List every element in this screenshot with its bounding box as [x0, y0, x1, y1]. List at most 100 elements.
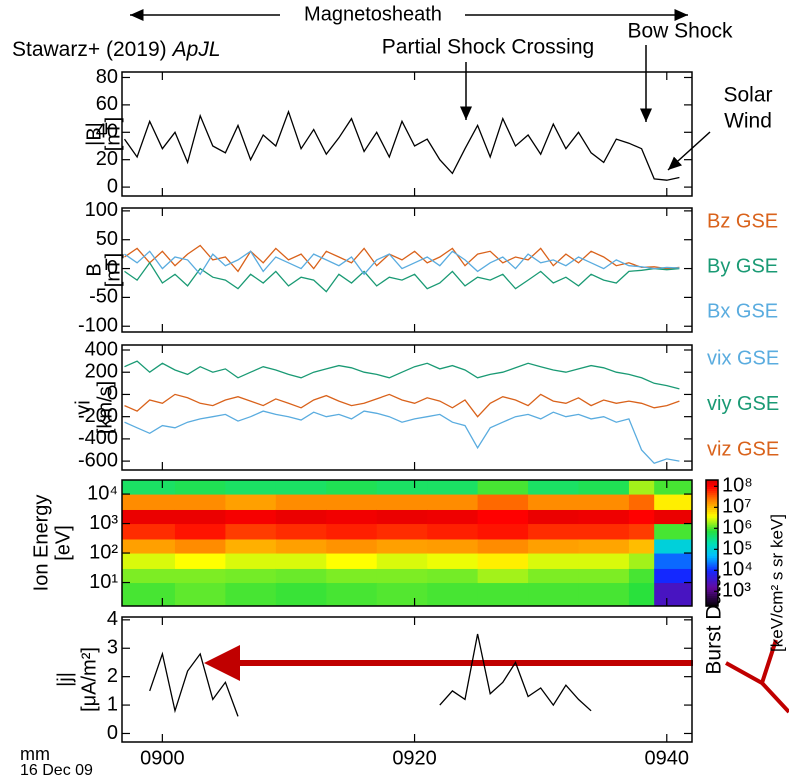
colorbar-slice — [706, 595, 718, 599]
colorbar-slice — [706, 522, 718, 525]
y-tick-label: -400 — [78, 427, 118, 449]
heat-cell — [275, 582, 327, 606]
colorbar-slice — [706, 494, 718, 498]
heat-cell — [654, 538, 692, 554]
plot-area — [122, 480, 692, 606]
heat-cell — [628, 538, 655, 554]
heat-cell — [225, 480, 277, 495]
y-tick-label: 50 — [96, 228, 118, 250]
legend-label: Bz GSE — [707, 210, 778, 232]
heat-cell — [528, 480, 580, 495]
heat-cell — [578, 480, 630, 495]
heat-cell — [174, 523, 226, 540]
data-line — [123, 109, 680, 181]
heat-cell — [326, 523, 378, 540]
colorbar-slice — [706, 490, 718, 494]
colorbar-slice — [706, 564, 718, 567]
heat-cell — [275, 494, 327, 510]
y-tick-label: 0 — [107, 257, 118, 279]
data-line — [124, 261, 680, 293]
colorbar-slice — [706, 482, 718, 485]
heat-cell — [225, 553, 277, 569]
heat-cell — [578, 538, 630, 554]
x-tick-label: 0940 — [645, 747, 690, 769]
annotation: Wind — [724, 110, 772, 133]
heat-cell — [427, 494, 479, 510]
colorbar-slice — [706, 519, 718, 523]
colorbar-slice — [706, 534, 718, 538]
y-tick-label: -600 — [78, 449, 118, 471]
colorbar-slice — [706, 570, 718, 573]
heat-cell — [376, 538, 428, 554]
y-axis-label: [nT] — [102, 117, 124, 151]
colorbar-slice — [706, 513, 718, 517]
heat-cell — [376, 523, 428, 540]
colorbar-slice — [706, 524, 718, 527]
heat-cell — [477, 538, 529, 554]
heat-cell — [174, 480, 226, 495]
annotation: Solar — [723, 84, 772, 107]
heat-cell — [654, 568, 692, 584]
colorbar-slice — [706, 555, 718, 559]
heat-cell — [326, 538, 378, 554]
heat-cell — [326, 494, 378, 510]
colorbar-slice — [706, 582, 718, 586]
colorbar-slice — [706, 576, 718, 580]
y-tick-label: -50 — [89, 286, 118, 308]
heat-cell — [654, 494, 692, 510]
heat-cell — [275, 568, 327, 584]
y-tick-label: 0 — [107, 175, 118, 197]
colorbar-slice — [706, 517, 718, 521]
heat-cell — [122, 494, 176, 510]
heat-cell — [477, 480, 529, 495]
heat-cell — [225, 538, 277, 554]
legend-label: vix GSE — [707, 347, 779, 369]
heat-cell — [654, 523, 692, 540]
legend-label: Bx GSE — [707, 300, 778, 322]
colorbar-slice — [706, 509, 718, 513]
heat-cell — [628, 568, 655, 584]
colorbar-slice — [706, 593, 718, 597]
colorbar-slice — [706, 553, 718, 557]
panel-frame — [121, 71, 693, 197]
colorbar-slice — [706, 488, 718, 492]
heat-cell — [654, 553, 692, 569]
heat-cell — [654, 480, 692, 495]
heat-cell — [174, 582, 226, 606]
heat-cell — [326, 509, 378, 525]
colorbar-slice — [706, 515, 718, 519]
y-tick-label: 400 — [85, 338, 118, 360]
annotation: Partial Shock Crossing — [382, 36, 594, 59]
colorbar-slice — [706, 526, 718, 529]
colorbar-slice — [706, 559, 718, 563]
colorbar-slice — [706, 587, 718, 590]
heat-cell — [528, 582, 580, 606]
colorbar-slice — [706, 496, 718, 500]
colorbar-tick-label: 10⁵ — [722, 538, 753, 560]
colorbar-slice — [706, 599, 718, 603]
data-line — [149, 633, 592, 717]
heat-cell — [628, 523, 655, 540]
heat-cell — [225, 523, 277, 540]
colorbar-slice — [706, 484, 718, 487]
colorbar-slice — [706, 480, 718, 483]
data-line — [124, 393, 680, 418]
colorbar-slice — [706, 589, 718, 592]
colorbar-slice — [706, 557, 718, 561]
annotation: Magnetosheath — [304, 3, 442, 25]
y-tick-label: -200 — [78, 405, 118, 427]
colorbar-slice — [706, 566, 718, 569]
colorbar-slice — [706, 597, 718, 601]
heat-cell — [427, 480, 479, 495]
data-line — [124, 250, 680, 276]
y-axis-label: B — [83, 263, 105, 276]
heat-cell — [326, 568, 378, 584]
heat-cell — [225, 494, 277, 510]
colorbar-frame — [705, 479, 719, 607]
colorbar-slice — [706, 503, 718, 506]
y-tick-label: 40 — [96, 121, 118, 143]
heat-cell — [477, 523, 529, 540]
y-tick-label: 10³ — [89, 512, 118, 534]
heat-cell — [174, 568, 226, 584]
